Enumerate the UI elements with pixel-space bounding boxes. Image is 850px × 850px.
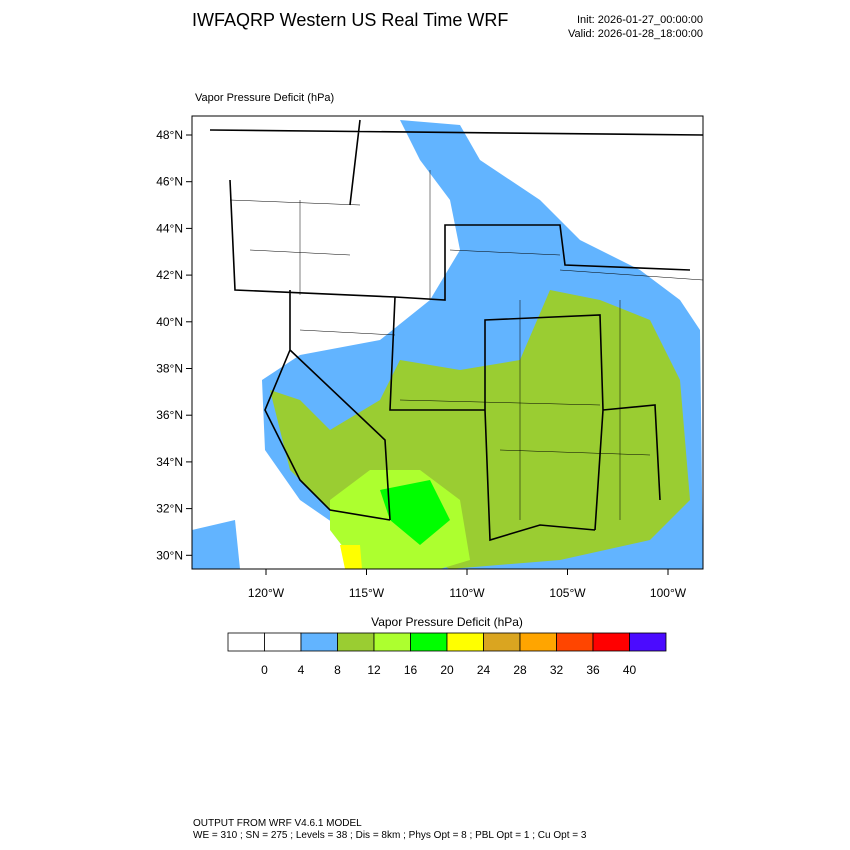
color-box (592, 632, 630, 652)
color-box (446, 632, 484, 652)
lat-label: 32°N (156, 502, 183, 516)
colorbar-label: 32 (550, 663, 564, 677)
footer-line: OUTPUT FROM WRF V4.6.1 MODEL (193, 818, 362, 829)
title: IWFAQRP Western US Real Time WRF (192, 10, 508, 30)
footer-line: WE = 310 ; SN = 275 ; Levels = 38 ; Dis … (193, 830, 587, 841)
lat-label: 48°N (156, 128, 183, 142)
lon-label: 120°W (248, 586, 285, 600)
valid-time: Valid: 2026-01-28_18:00:00 (568, 28, 703, 40)
colorbar-label: 8 (334, 663, 341, 677)
color-box (556, 632, 594, 652)
init-time: Init: 2026-01-27_00:00:00 (577, 14, 703, 26)
map (191, 115, 704, 570)
color-box (373, 632, 411, 652)
colorbar-label: 40 (623, 663, 637, 677)
lon-label: 110°W (449, 586, 485, 600)
colorbar-label: 36 (586, 663, 600, 677)
lat-label: 44°N (156, 221, 183, 235)
color-box (300, 632, 338, 652)
lat-label: 30°N (156, 548, 183, 562)
lat-label: 46°N (156, 175, 183, 189)
lat-label: 42°N (156, 268, 183, 282)
colorbar-label: 28 (513, 663, 527, 677)
lon-label: 100°W (650, 586, 687, 600)
lat-label: 36°N (156, 408, 183, 422)
lon-axis: 120°W 115°W 110°W 105°W 100°W (248, 569, 687, 600)
color-box (410, 632, 448, 652)
colorbar: 0 4 8 12 16 20 24 28 32 36 40 (227, 632, 667, 677)
lat-label: 38°N (156, 362, 183, 376)
lon-label: 115°W (349, 586, 385, 600)
color-box (337, 632, 375, 652)
color-box (483, 632, 521, 652)
colorbar-title: Vapor Pressure Deficit (hPa) (371, 615, 523, 629)
colorbar-label: 20 (440, 663, 454, 677)
lat-axis: 48°N 46°N 44°N 42°N 40°N 38°N 36°N 34°N 32°N 30°N (156, 128, 192, 562)
colorbar-label: 24 (477, 663, 491, 677)
color-box (227, 632, 265, 652)
lon-label: 105°W (549, 586, 586, 600)
map-label: Vapor Pressure Deficit (hPa) (195, 92, 334, 104)
color-box (629, 632, 667, 652)
colorbar-label: 16 (404, 663, 418, 677)
colorbar-label: 12 (367, 663, 381, 677)
lat-label: 40°N (156, 315, 183, 329)
color-box (264, 632, 302, 652)
lat-label: 34°N (156, 455, 183, 469)
colorbar-label: 4 (298, 663, 305, 677)
colorbar-label: 0 (261, 663, 268, 677)
color-box (519, 632, 557, 652)
